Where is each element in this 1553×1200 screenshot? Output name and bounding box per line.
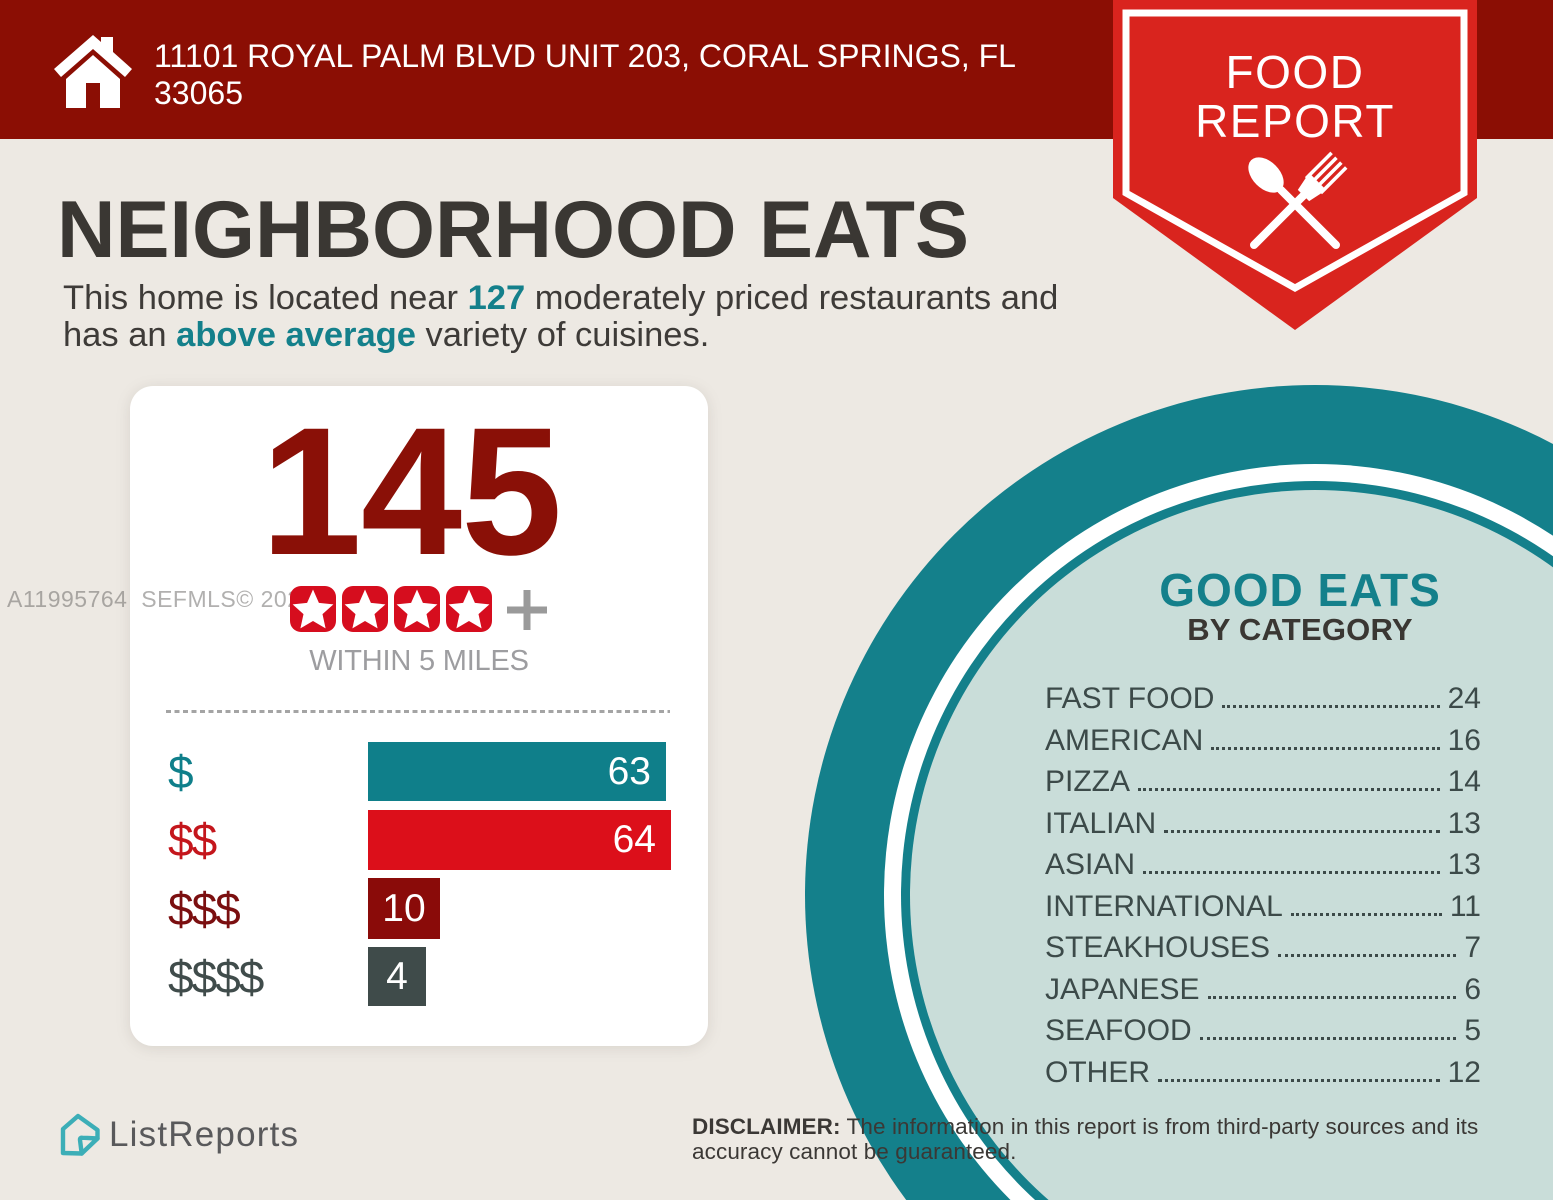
- svg-text:FOOD: FOOD: [1226, 46, 1365, 98]
- svg-text:REPORT: REPORT: [1195, 95, 1395, 147]
